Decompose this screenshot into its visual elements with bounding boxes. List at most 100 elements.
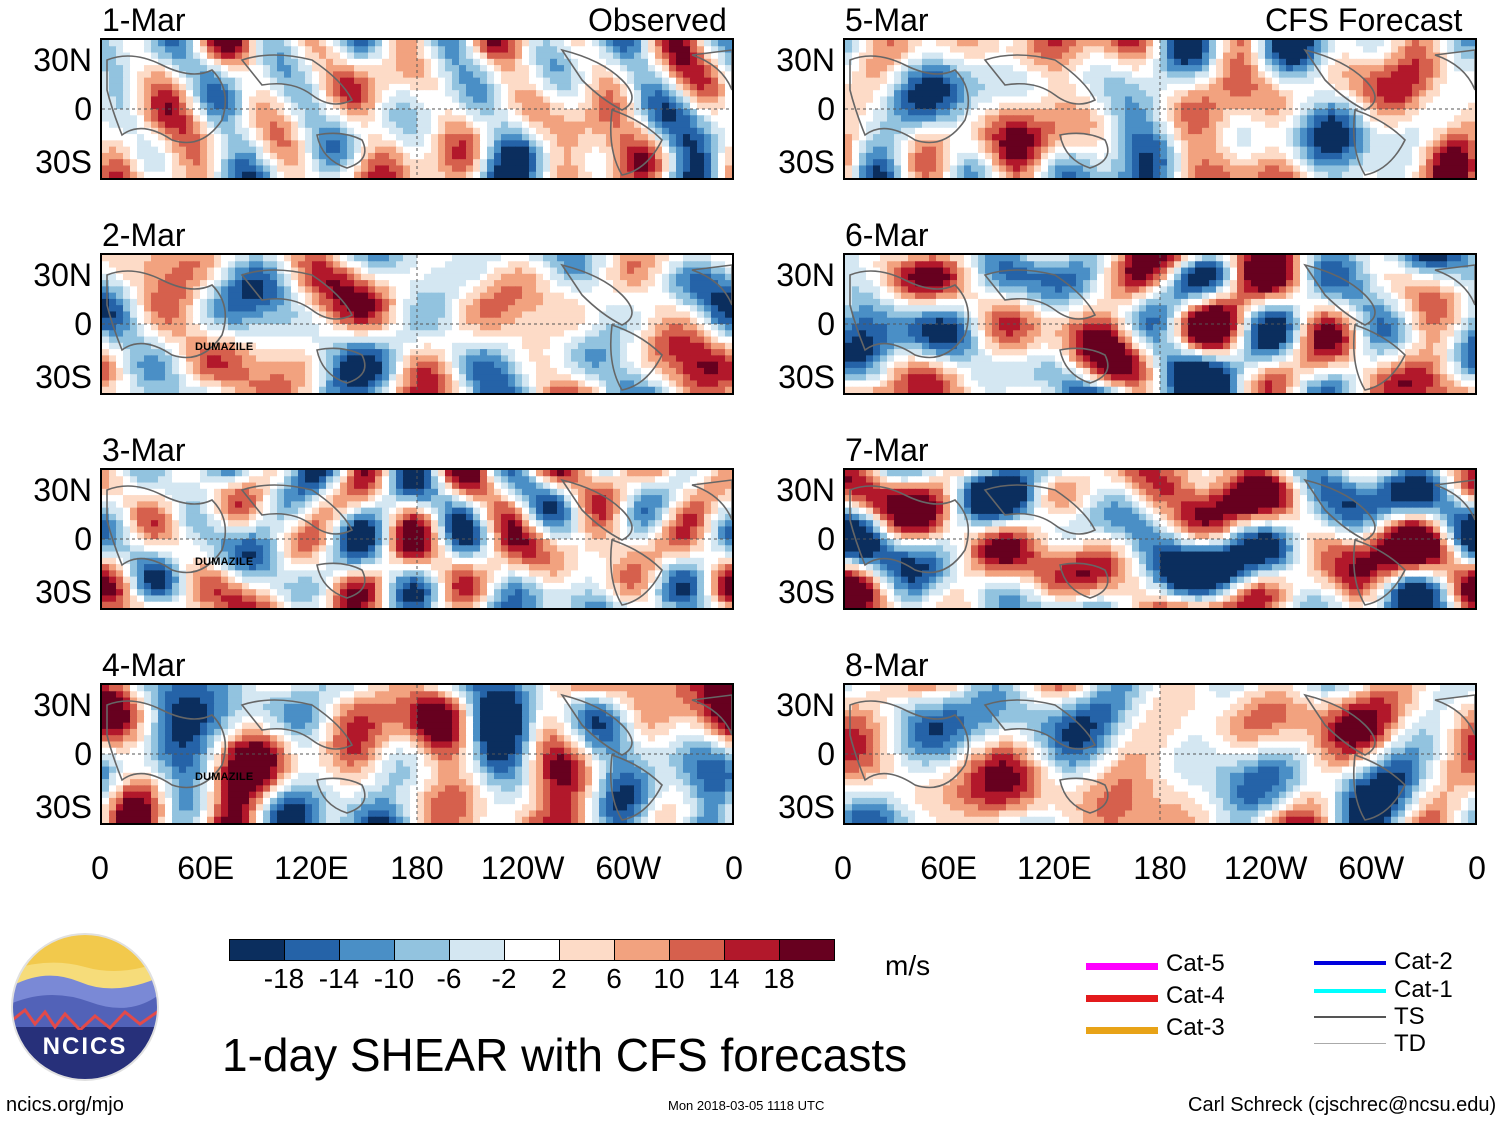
shear-cell <box>263 171 271 178</box>
shear-cell <box>550 109 558 116</box>
shear-cell <box>382 367 390 375</box>
shear-cell <box>466 374 474 382</box>
shear-cell <box>445 317 453 325</box>
shear-cell <box>578 261 586 269</box>
shear-cell <box>228 52 236 60</box>
shear-cell <box>480 488 488 496</box>
shear-cell <box>193 286 201 294</box>
shear-cell <box>270 374 278 382</box>
shear-cell <box>312 255 320 262</box>
shear-cell <box>585 280 593 287</box>
shear-cell <box>571 532 579 540</box>
shear-cell <box>564 109 572 116</box>
shear-cell <box>249 109 257 116</box>
shear-cell <box>690 171 698 178</box>
shear-cell <box>473 520 481 528</box>
shear-cell <box>144 134 152 141</box>
shear-cell <box>284 324 292 331</box>
shear-cell <box>718 355 726 363</box>
shear-cell <box>375 336 383 344</box>
shear-cell <box>452 280 460 287</box>
shear-cell <box>123 367 131 375</box>
shear-cell <box>515 255 523 262</box>
shear-cell <box>669 280 677 287</box>
shear-cell <box>375 140 383 148</box>
shear-cell <box>606 140 614 148</box>
shear-cell <box>165 374 173 382</box>
shear-cell <box>144 273 152 281</box>
shear-cell <box>459 488 467 496</box>
shear-cell <box>207 513 215 521</box>
shear-cell <box>655 488 663 496</box>
shear-cell <box>158 115 166 123</box>
shear-cell <box>522 374 530 382</box>
shear-cell <box>543 171 551 178</box>
shear-cell <box>347 476 355 484</box>
shear-cell <box>116 46 124 54</box>
shear-cell <box>452 507 460 515</box>
shear-cell <box>347 261 355 269</box>
shear-cell <box>242 261 250 269</box>
shear-cell <box>473 513 481 521</box>
shear-cell <box>564 121 572 129</box>
shear-cell <box>137 361 145 369</box>
shear-cell <box>396 46 404 54</box>
shear-cell <box>487 317 495 325</box>
shear-cell <box>627 342 635 350</box>
shear-cell <box>508 324 516 331</box>
shear-cell <box>487 140 495 148</box>
shear-cell <box>634 488 642 496</box>
shear-cell <box>333 336 341 344</box>
shear-cell <box>256 134 264 141</box>
shear-cell <box>669 317 677 325</box>
shear-cell <box>725 115 732 123</box>
shear-cell <box>550 58 558 66</box>
shear-cell <box>298 109 306 116</box>
shear-cell <box>494 165 502 173</box>
shear-cell <box>662 71 670 79</box>
shear-cell <box>508 267 516 275</box>
shear-cell <box>193 501 201 509</box>
shear-cell <box>480 115 488 123</box>
shear-cell <box>256 317 264 325</box>
shear-cell <box>522 83 530 91</box>
shear-cell <box>102 267 110 275</box>
shear-cell <box>361 134 369 141</box>
shear-cell <box>438 380 446 388</box>
shear-cell <box>228 159 236 167</box>
shear-cell <box>697 482 705 490</box>
shear-cell <box>263 305 271 313</box>
shear-cell <box>333 470 341 477</box>
shear-cell <box>648 386 656 393</box>
shear-cell <box>536 255 544 262</box>
shear-cell <box>683 134 691 141</box>
shear-cell <box>550 355 558 363</box>
shear-cell <box>445 495 453 502</box>
shear-cell <box>137 311 145 319</box>
shear-cell <box>340 58 348 66</box>
shear-cell <box>522 52 530 60</box>
shear-cell <box>123 146 131 154</box>
shear-cell <box>704 355 712 363</box>
shear-cell <box>592 513 600 521</box>
shear-cell <box>697 96 705 104</box>
shear-cell <box>361 152 369 160</box>
shear-cell <box>508 159 516 167</box>
shear-cell <box>270 292 278 300</box>
shear-cell <box>298 83 306 91</box>
shear-cell <box>515 470 523 477</box>
shear-cell <box>291 532 299 540</box>
shear-cell <box>333 513 341 521</box>
shear-cell <box>200 65 208 72</box>
shear-cell <box>242 40 250 47</box>
shear-cell <box>641 298 649 306</box>
shear-cell <box>389 476 397 484</box>
shear-cell <box>592 342 600 350</box>
shear-cell <box>179 127 187 135</box>
shear-cell <box>711 532 719 540</box>
shear-cell <box>676 171 684 178</box>
shear-cell <box>704 336 712 344</box>
shear-cell <box>347 46 355 54</box>
shear-cell <box>676 488 684 496</box>
shear-cell <box>368 526 376 534</box>
